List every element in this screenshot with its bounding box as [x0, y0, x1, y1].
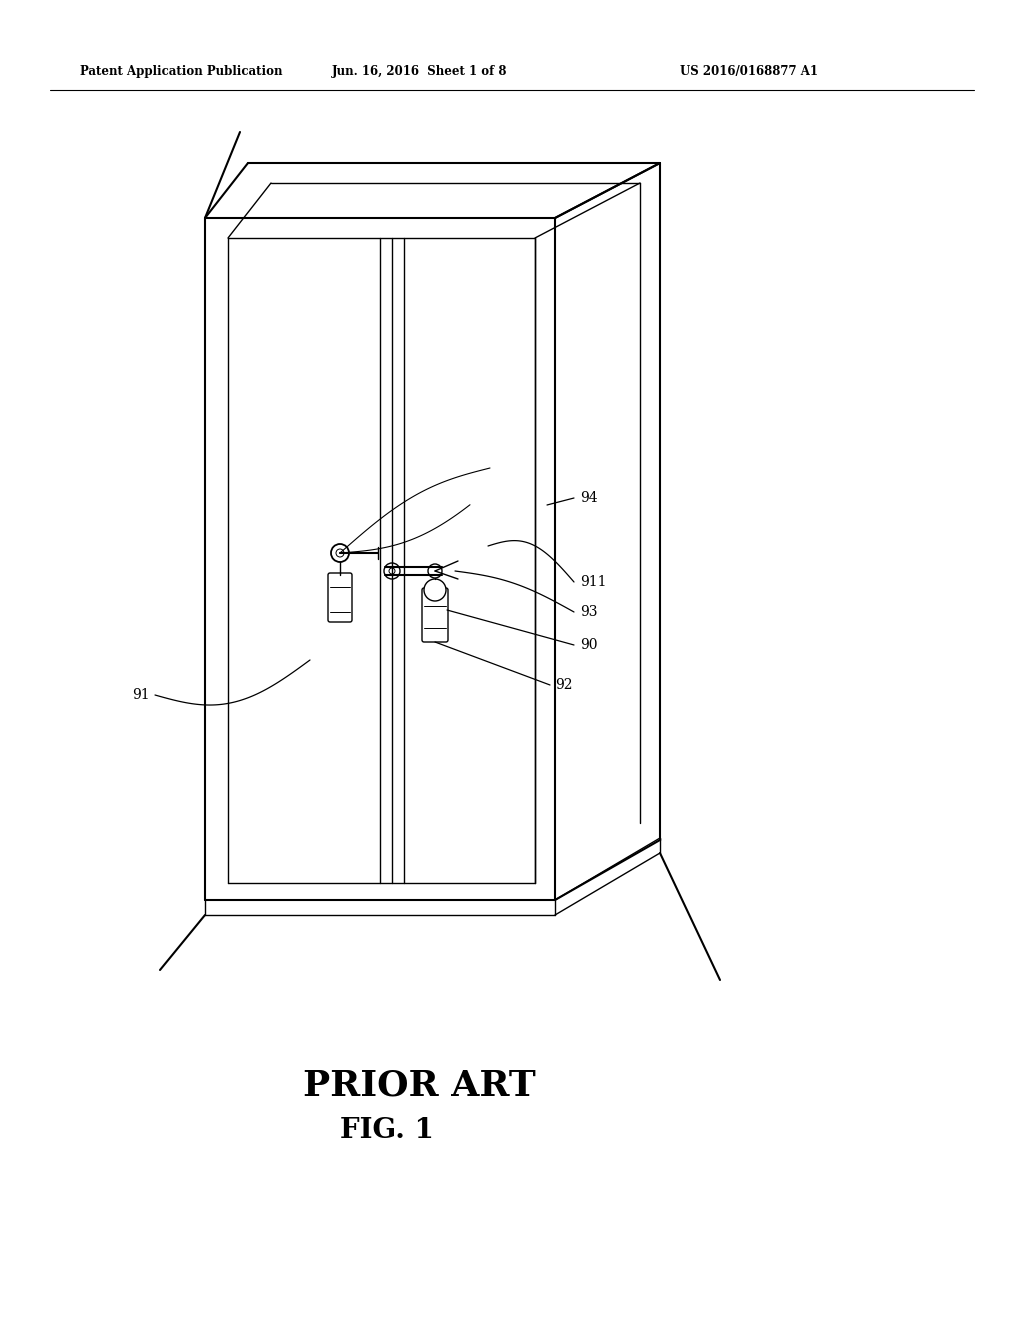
Text: 90: 90: [580, 638, 597, 652]
Text: Patent Application Publication: Patent Application Publication: [80, 66, 283, 78]
Text: US 2016/0168877 A1: US 2016/0168877 A1: [680, 66, 818, 78]
Circle shape: [389, 568, 395, 574]
Text: 92: 92: [555, 678, 572, 692]
FancyBboxPatch shape: [422, 587, 449, 642]
Text: PRIOR ART: PRIOR ART: [303, 1068, 536, 1102]
Text: 911: 911: [580, 576, 606, 589]
Text: 94: 94: [580, 491, 598, 506]
Circle shape: [424, 579, 446, 601]
Circle shape: [331, 544, 349, 562]
Text: 91: 91: [132, 688, 150, 702]
Circle shape: [428, 564, 442, 578]
Circle shape: [336, 549, 344, 557]
Text: 93: 93: [580, 605, 597, 619]
Text: Jun. 16, 2016  Sheet 1 of 8: Jun. 16, 2016 Sheet 1 of 8: [332, 66, 508, 78]
Text: FIG. 1: FIG. 1: [340, 1117, 434, 1143]
FancyBboxPatch shape: [328, 573, 352, 622]
Circle shape: [384, 564, 400, 579]
